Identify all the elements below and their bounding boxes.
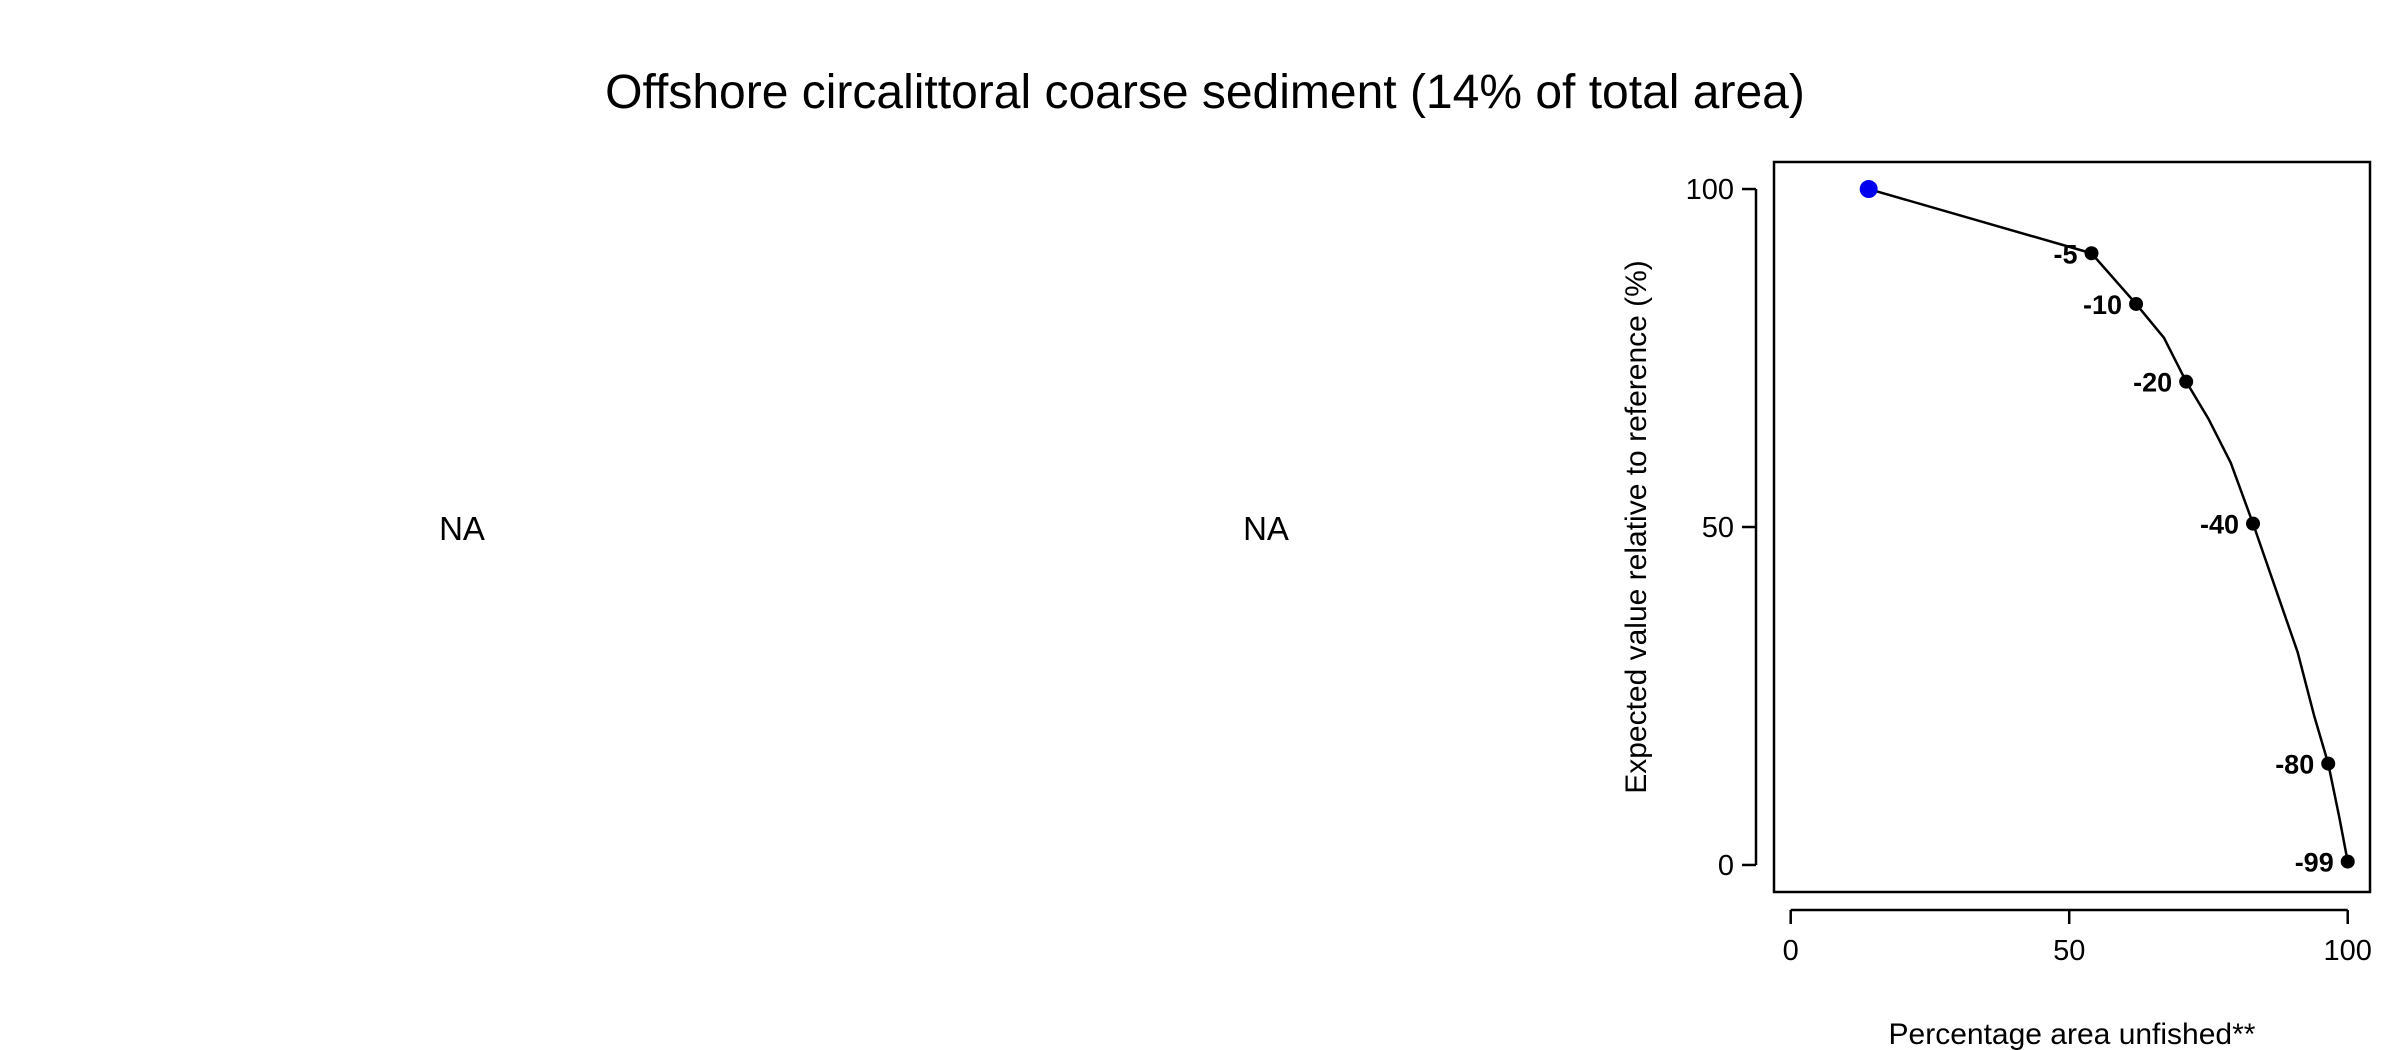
page-title: Offshore circalittoral coarse sediment (…: [605, 66, 1805, 119]
y-tick-label-1: 50: [1702, 512, 1734, 544]
y-tick-label-2: 100: [1686, 174, 1734, 206]
x-tick-label-0: 0: [1783, 935, 1799, 967]
panel-2-na-text: NA: [1243, 510, 1289, 547]
data-points: -5-10 -20 -40 -80 -99: [1859, 180, 2355, 878]
data-label-2: -20: [2133, 368, 2172, 398]
y-axis-label: Expected value relative to reference (%): [1620, 260, 1653, 794]
plot-frame: [1772, 160, 2372, 894]
current-point: [1859, 180, 1878, 199]
data-label-0: -5: [2053, 239, 2077, 269]
series-line: [1868, 187, 2349, 862]
panel-1-na-text: NA: [439, 510, 485, 547]
data-point-4: [2321, 756, 2336, 771]
data-point-0: [2084, 246, 2099, 261]
data-point-5: [2340, 854, 2355, 869]
x-axis: 0 50 100: [1783, 908, 2372, 967]
data-label-3: -40: [2200, 510, 2239, 540]
data-label-1: -10: [2083, 290, 2122, 320]
y-axis: 0 50 100: [1686, 174, 1758, 882]
data-point-3: [2246, 516, 2261, 531]
data-point-1: [2129, 296, 2144, 311]
data-point-2: [2179, 374, 2194, 389]
data-label-4: -80: [2275, 750, 2314, 780]
x-axis-label: Percentage area unfished**: [1889, 1018, 2256, 1050]
data-label-5: -99: [2295, 848, 2334, 878]
tradeoff-chart: 0 50 100 0 50 100 Percentage area unfished**…: [1620, 160, 2372, 1050]
y-tick-label-0: 0: [1718, 850, 1734, 882]
x-tick-label-1: 50: [2053, 935, 2085, 967]
x-tick-label-2: 100: [2324, 935, 2372, 967]
